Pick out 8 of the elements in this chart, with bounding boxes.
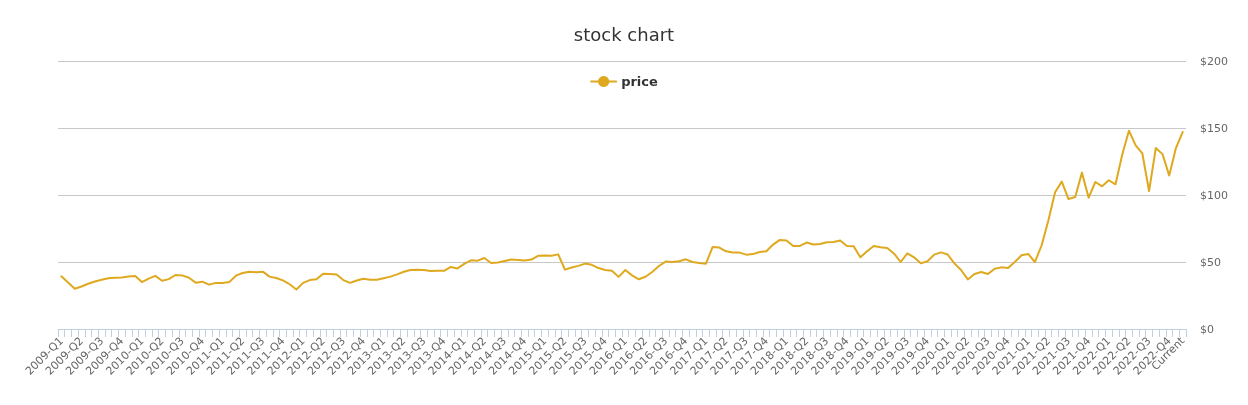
chart-title: stock chart (573, 23, 675, 45)
y-tick-label: $100 (1200, 188, 1228, 202)
y-tick-label: $200 (1200, 54, 1228, 68)
line-series (60, 129, 1184, 291)
y-tick-label: $150 (1200, 121, 1228, 135)
legend-label: price (621, 74, 659, 89)
y-tick-label: $50 (1200, 255, 1221, 269)
y-tick-label: $0 (1200, 322, 1214, 336)
